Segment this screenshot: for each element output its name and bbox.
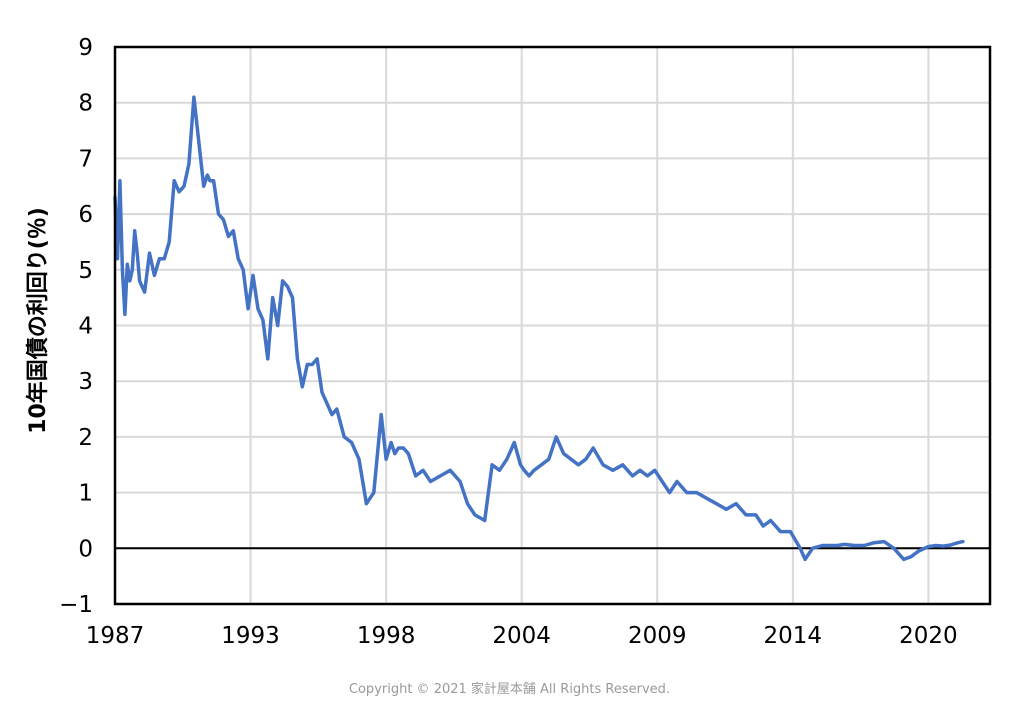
x-tick-label: 2020 [899, 623, 958, 649]
x-tick-label: 2004 [492, 623, 551, 649]
y-axis-label: 10年国債の利回り(％) [25, 207, 51, 434]
y-tick-label: 2 [78, 425, 93, 451]
plot-frame [113, 45, 992, 606]
x-tick-label: 1987 [86, 623, 145, 649]
x-axis-tick-labels: 1987 1993 1998 2004 2009 2014 2020 [86, 623, 958, 649]
y-tick-label: 4 [78, 314, 93, 340]
y-axis-tick-labels: −1 0 1 2 3 4 5 6 7 8 9 [59, 35, 93, 618]
x-tick-label: 2014 [764, 623, 823, 649]
x-tick-label: 1998 [357, 623, 416, 649]
y-tick-label: 9 [78, 35, 93, 61]
y-tick-label: −1 [59, 592, 93, 618]
series-line-0 [113, 95, 965, 562]
grid-lines [115, 46, 990, 605]
y-tick-label: 7 [78, 146, 93, 172]
y-tick-label: 0 [78, 536, 93, 562]
x-tick-label: 1993 [221, 623, 280, 649]
y-tick-label: 3 [78, 369, 93, 395]
y-tick-label: 5 [78, 258, 93, 284]
y-tick-label: 8 [78, 91, 93, 117]
copyright-footer: Copyright © 2021 家計屋本舗 All Rights Reserv… [348, 682, 671, 697]
x-tick-label: 2009 [628, 623, 687, 649]
y-tick-label: 1 [78, 481, 93, 507]
y-tick-label: 6 [78, 202, 93, 228]
series-layer [113, 95, 965, 562]
